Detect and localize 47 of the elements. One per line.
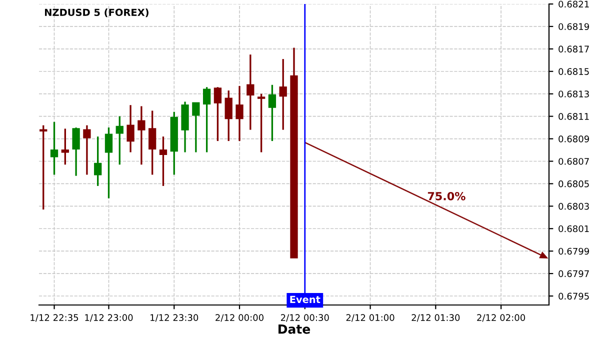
candlestick (202, 86, 211, 154)
candlestick (61, 128, 69, 166)
candlestick (126, 104, 134, 154)
candlestick (104, 126, 113, 200)
y-tick-label: 0.6809 (558, 136, 589, 142)
x-tick-label: 1/12 23:00 (85, 314, 133, 322)
y-tick-label: 0.6799 (558, 248, 589, 255)
y-tick-label: 0.6803 (558, 202, 589, 210)
x-tick-label: 2/12 00:30 (280, 314, 329, 322)
x-tick-label: 1/12 22:35 (30, 314, 78, 322)
candlestick (50, 121, 58, 176)
y-tick-label: 0.6819 (558, 23, 589, 30)
x-tick-label: 2/12 01:00 (346, 314, 394, 322)
annotation: 75.0% (428, 192, 466, 200)
candlestick (224, 90, 232, 142)
candlestick (148, 110, 156, 176)
candlestick (138, 105, 146, 166)
candlestick (279, 58, 287, 131)
candlestick (40, 124, 48, 210)
x-tick-label: 2/12 02:00 (477, 314, 526, 322)
y-tick-label: 0.6811 (558, 113, 589, 120)
candlestick (94, 136, 102, 187)
ref-line-label: Event (290, 296, 320, 304)
candlestick (214, 86, 222, 142)
y-tick-label: 0.6815 (558, 68, 589, 75)
chart-title: NZDUSD 5 (FOREX) (44, 8, 148, 18)
x-tick-label: 1/12 23:30 (150, 314, 198, 322)
candlestick (268, 84, 276, 142)
candlestick (83, 124, 91, 176)
y-tick-label: 0.6805 (558, 180, 589, 188)
candlestick (116, 115, 124, 166)
y-tick-label: 0.6807 (558, 158, 589, 165)
y-tick-label: 0.6801 (558, 225, 589, 232)
candlestick (159, 136, 168, 187)
y-tick-label: 0.6817 (558, 46, 589, 52)
candlestick (192, 102, 200, 154)
candlestick (246, 54, 254, 131)
y-tick-label: 0.6813 (558, 90, 589, 98)
x-axis-title: Date (278, 324, 310, 334)
candlestick (236, 85, 244, 142)
candlestick (257, 93, 266, 154)
y-tick-label: 0.6797 (558, 270, 589, 278)
y-tick-label: 0.6821 (558, 0, 589, 8)
y-tick-label: 0.6795 (558, 292, 589, 300)
x-tick-label: 2/12 01:30 (412, 314, 460, 322)
x-tick-label: 2/12 00:00 (216, 314, 264, 322)
candlestick (72, 126, 80, 177)
